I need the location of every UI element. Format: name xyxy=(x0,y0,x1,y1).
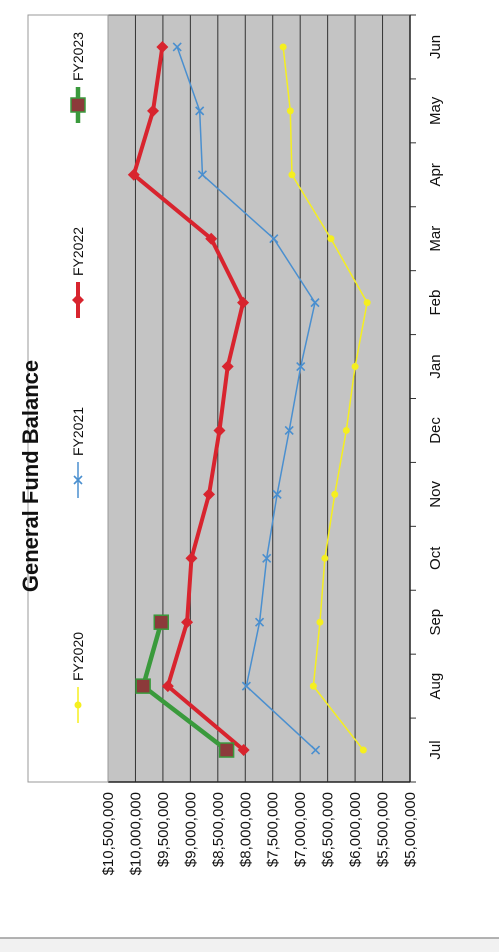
data-point xyxy=(237,744,250,757)
data-point xyxy=(254,617,265,627)
x-tick-label: Apr xyxy=(427,163,444,186)
legend-item-fy2020: FY2020 xyxy=(70,632,86,723)
data-point xyxy=(262,553,272,563)
x-tick-label: Mar xyxy=(427,226,444,252)
data-point xyxy=(309,682,317,690)
legend: FY2020 FY2021 FY2022 FY2023 xyxy=(27,14,109,783)
legend-label: FY2021 xyxy=(70,407,86,456)
data-point xyxy=(135,678,151,694)
legend-marker xyxy=(70,97,86,113)
data-point xyxy=(218,742,235,758)
legend-box xyxy=(27,14,109,783)
data-point xyxy=(296,361,306,372)
x-tick-label: Sep xyxy=(427,609,444,636)
data-point xyxy=(221,360,234,373)
data-point xyxy=(286,107,294,115)
data-point xyxy=(172,42,182,52)
legend-item-fy2023: FY2023 xyxy=(70,32,86,123)
data-point xyxy=(153,614,170,630)
data-point xyxy=(310,745,321,755)
legend-label: FY2022 xyxy=(70,227,86,276)
legend-marker xyxy=(72,294,84,306)
x-tick-label: Jul xyxy=(427,740,444,759)
x-tick-label: Dec xyxy=(427,417,444,444)
y-axis-tick-labels: $10,500,000 $10,000,000 $9,500,000 $9,000,0… xyxy=(100,792,419,875)
data-point xyxy=(279,43,287,51)
legend-marker xyxy=(74,701,82,709)
x-tick-label: Jun xyxy=(427,35,444,59)
x-tick-label: Jan xyxy=(427,354,444,378)
y-tick-label: $10,500,000 xyxy=(100,792,117,875)
data-point xyxy=(342,426,350,434)
y-tick-label: $10,000,000 xyxy=(127,792,144,875)
data-point xyxy=(269,234,279,244)
bottom-scan-edge xyxy=(0,937,499,952)
plot-area xyxy=(107,14,416,783)
series-fy2022 xyxy=(127,40,250,757)
data-point xyxy=(203,488,216,501)
data-point xyxy=(331,490,339,498)
data-point xyxy=(147,104,160,117)
chart-title-group: General Fund Balance xyxy=(18,360,43,592)
x-axis-tick-labels: Jul Aug Sep Oct Nov Dec Jan Feb Mar Apr May Jun xyxy=(427,35,444,760)
series-line xyxy=(282,46,368,751)
legend-label: FY2020 xyxy=(70,632,86,681)
series-fy2023 xyxy=(135,614,235,758)
y-tick-label: $6,500,000 xyxy=(320,792,337,867)
series-line xyxy=(176,46,317,751)
data-point xyxy=(359,746,367,754)
data-point xyxy=(363,299,371,307)
y-tick-label: $6,000,000 xyxy=(347,792,364,867)
data-point xyxy=(185,552,198,565)
x-tick-label: Oct xyxy=(427,546,444,570)
plot-background xyxy=(108,15,410,782)
y-tick-label: $9,500,000 xyxy=(155,792,172,867)
data-point xyxy=(272,489,282,499)
legend-item-fy2022: FY2022 xyxy=(70,227,86,318)
y-tick-label: $9,000,000 xyxy=(182,792,199,867)
data-point xyxy=(310,298,320,308)
data-point xyxy=(156,40,169,53)
data-point xyxy=(288,171,296,179)
x-tick-label: Aug xyxy=(427,673,444,700)
chart-title: General Fund Balance xyxy=(18,360,43,592)
data-point xyxy=(327,235,335,243)
data-point xyxy=(195,106,205,116)
legend-marker xyxy=(73,475,83,485)
y-tick-label: $8,000,000 xyxy=(237,792,254,867)
x-tick-label: May xyxy=(427,96,444,125)
data-point xyxy=(351,363,359,371)
data-point xyxy=(237,296,250,309)
data-point xyxy=(181,616,194,629)
x-tick-label: Feb xyxy=(427,290,444,316)
data-point xyxy=(205,232,218,245)
y-tick-label: $5,500,000 xyxy=(375,792,392,867)
y-tick-label: $7,500,000 xyxy=(265,792,282,867)
y-tick-label: $7,000,000 xyxy=(292,792,309,867)
series-line xyxy=(131,46,246,752)
data-point xyxy=(241,681,251,691)
legend-item-fy2021: FY2021 xyxy=(70,407,86,498)
data-point xyxy=(213,424,226,437)
x-tick-label: Nov xyxy=(427,481,444,508)
data-point xyxy=(127,168,140,181)
series-fy2020 xyxy=(279,43,371,754)
series-fy2021 xyxy=(172,42,321,755)
data-point xyxy=(161,680,174,693)
data-point xyxy=(316,618,324,626)
legend-label: FY2023 xyxy=(70,32,86,81)
y-tick-label: $5,000,000 xyxy=(402,792,419,867)
data-point xyxy=(321,554,329,562)
data-point xyxy=(284,425,294,436)
data-point xyxy=(197,170,208,180)
y-tick-label: $8,500,000 xyxy=(210,792,227,867)
